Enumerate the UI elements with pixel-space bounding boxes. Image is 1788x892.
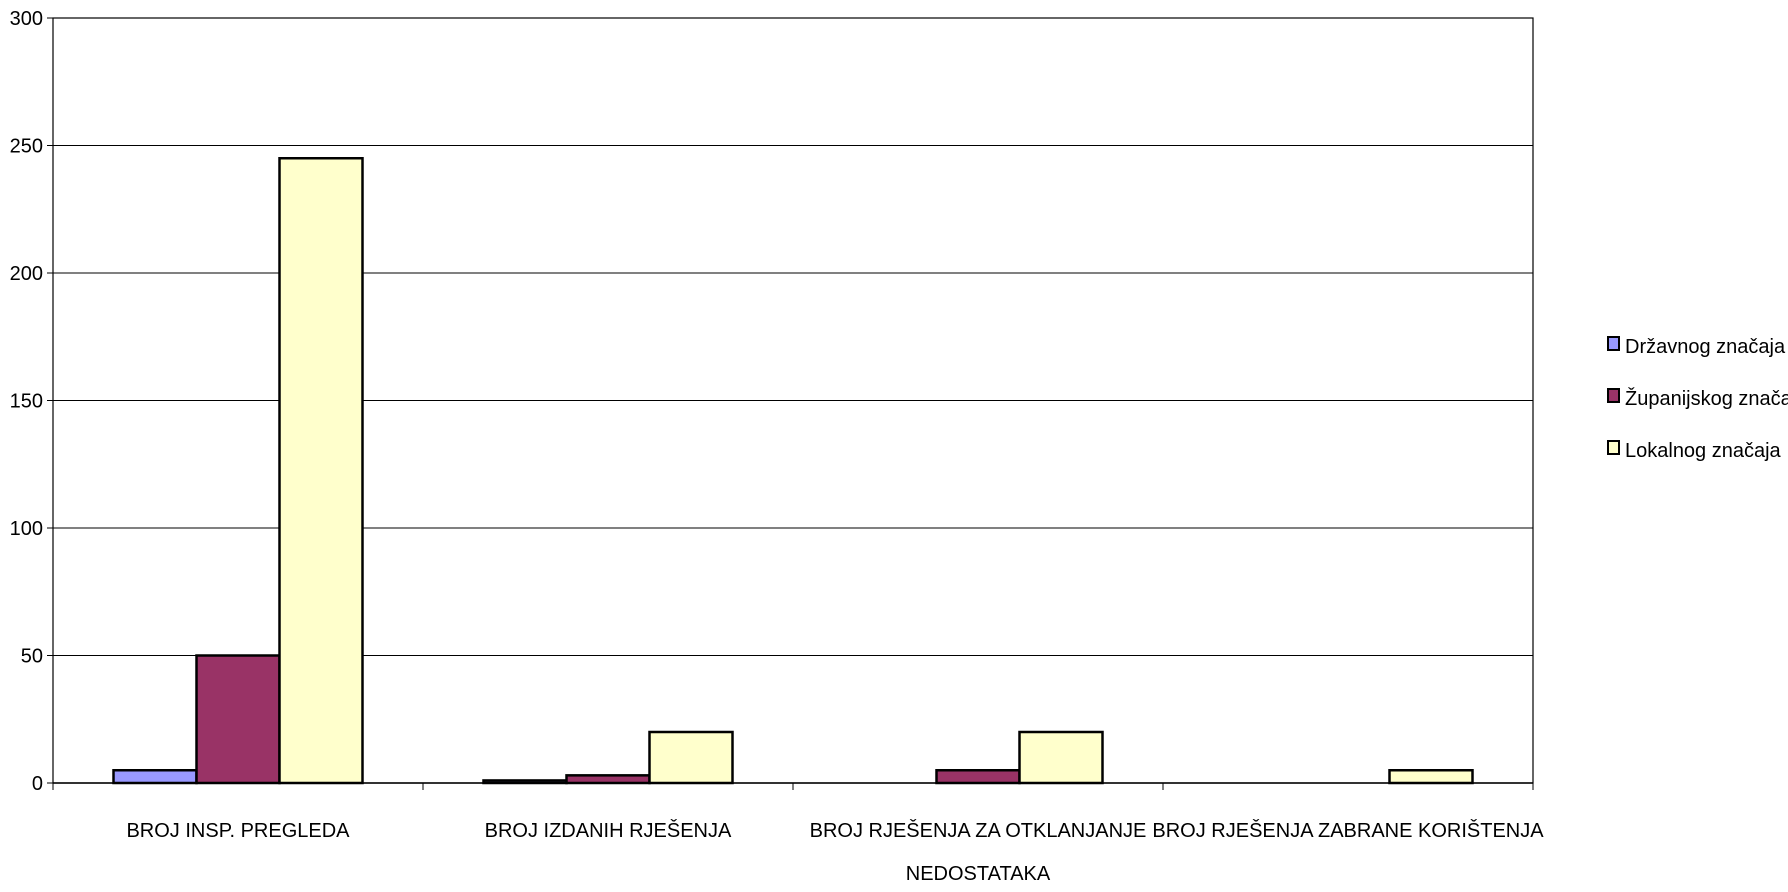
bar xyxy=(195,654,281,785)
bar xyxy=(648,730,734,785)
x-category-label: BROJ INSP. PREGLEDA xyxy=(126,820,350,842)
legend-swatch xyxy=(1607,440,1620,455)
y-tick-label: 0 xyxy=(32,773,43,795)
bar xyxy=(565,774,651,785)
bar xyxy=(278,157,364,785)
bar xyxy=(935,769,1021,785)
legend-swatch xyxy=(1607,388,1620,403)
y-tick-label: 250 xyxy=(10,136,43,158)
y-tick-label: 150 xyxy=(10,391,43,413)
legend-label: Državnog značaja xyxy=(1625,336,1786,358)
y-tick-label: 200 xyxy=(10,263,43,285)
x-category-label: BROJ RJEŠENJA ZABRANE KORIŠTENJA xyxy=(1152,819,1544,842)
legend-label: Županijskog značaja xyxy=(1625,387,1788,410)
bar xyxy=(112,769,198,785)
y-tick-label: 50 xyxy=(21,646,43,668)
x-category-label: NEDOSTATAKA xyxy=(906,863,1051,885)
y-tick-label: 300 xyxy=(10,8,43,30)
legend-swatch xyxy=(1607,336,1620,351)
bar xyxy=(1018,730,1104,785)
x-category-label: BROJ RJEŠENJA ZA OTKLANJANJE xyxy=(810,819,1147,842)
x-category-label: BROJ IZDANIH RJEŠENJA xyxy=(485,819,732,842)
legend-label: Lokalnog značaja xyxy=(1625,440,1782,462)
bar xyxy=(1388,769,1474,785)
y-tick-label: 100 xyxy=(10,518,43,540)
